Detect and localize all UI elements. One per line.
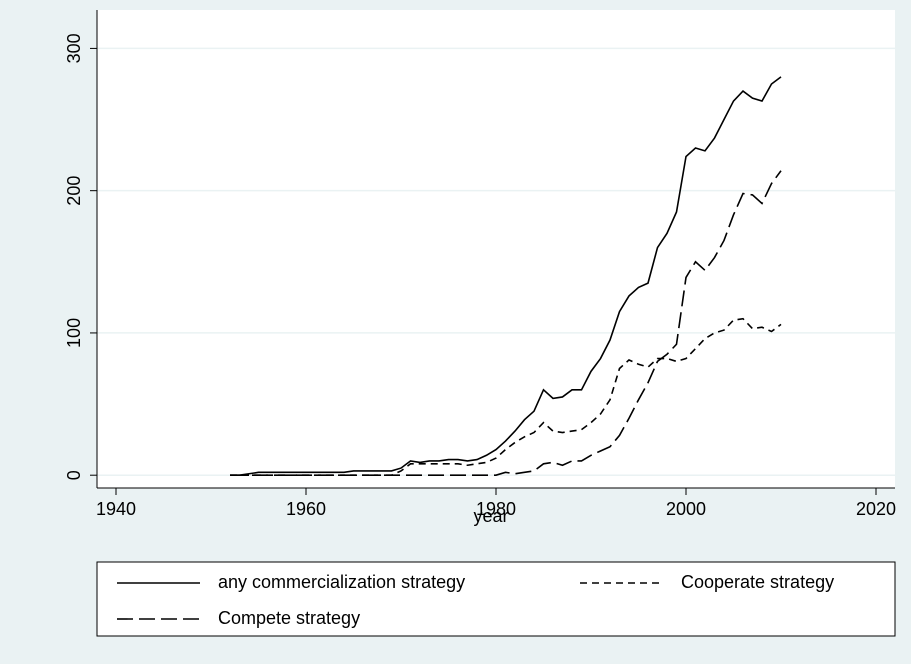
y-tick-label: 200	[64, 176, 84, 206]
legend-label: Cooperate strategy	[681, 572, 834, 592]
x-tick-label: 2000	[666, 499, 706, 519]
x-tick-label: 1960	[286, 499, 326, 519]
x-tick-label: 1940	[96, 499, 136, 519]
y-tick-label: 0	[64, 470, 84, 480]
series-line	[230, 170, 782, 476]
legend	[96, 561, 896, 637]
x-tick-label: 1980	[476, 499, 516, 519]
x-axis-label: year	[473, 506, 508, 526]
y-tick-label: 300	[64, 33, 84, 63]
series-line	[230, 76, 782, 476]
x-tick-label: 2020	[856, 499, 896, 519]
plot-area	[97, 10, 895, 488]
legend-label: any commercialization strategy	[218, 572, 465, 592]
y-tick-label: 100	[64, 318, 84, 348]
legend-label: Compete strategy	[218, 608, 360, 628]
